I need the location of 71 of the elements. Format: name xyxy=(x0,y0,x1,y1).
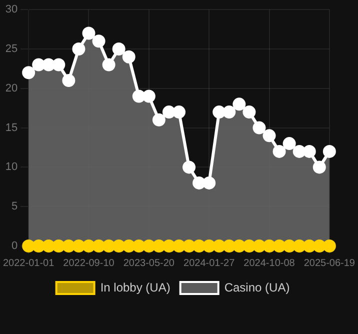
point xyxy=(82,26,96,40)
legend-label: In lobby (UA) xyxy=(100,280,170,294)
point xyxy=(52,58,66,72)
point xyxy=(142,90,156,103)
point xyxy=(152,113,166,126)
point xyxy=(292,144,306,158)
point xyxy=(272,144,286,158)
point xyxy=(192,240,206,252)
point xyxy=(242,240,256,252)
point xyxy=(302,240,316,252)
x-tick-label: 2022-01-01 xyxy=(3,258,55,269)
point xyxy=(152,240,166,252)
point xyxy=(62,240,76,252)
point xyxy=(42,58,56,72)
point xyxy=(72,240,86,252)
point xyxy=(222,240,236,252)
point xyxy=(232,240,246,252)
point xyxy=(182,160,196,174)
point xyxy=(112,42,126,56)
point xyxy=(132,240,146,252)
point xyxy=(232,98,246,111)
point xyxy=(182,240,196,252)
x-tick-label: 2023-05-20 xyxy=(123,258,175,269)
x-tick-label: 2024-10-08 xyxy=(244,258,296,269)
point xyxy=(262,129,276,142)
point xyxy=(192,176,206,190)
point xyxy=(172,106,186,119)
point xyxy=(302,144,316,158)
point xyxy=(312,160,326,174)
point xyxy=(222,106,236,119)
point xyxy=(202,176,216,190)
point xyxy=(252,121,266,134)
point xyxy=(322,144,336,158)
point xyxy=(122,240,136,252)
point xyxy=(32,240,46,252)
y-tick-label: 10 xyxy=(5,161,18,174)
y-tick-label: 15 xyxy=(5,122,18,134)
point xyxy=(292,240,306,252)
point xyxy=(62,74,76,88)
point xyxy=(272,240,286,252)
x-tick-label: 2024-01-27 xyxy=(184,258,236,269)
y-tick-label: 5 xyxy=(11,200,18,213)
point xyxy=(102,240,116,252)
point xyxy=(122,50,136,64)
point xyxy=(282,240,296,252)
point xyxy=(172,240,186,252)
y-tick-label: 0 xyxy=(11,240,18,252)
point xyxy=(252,240,266,252)
y-tick-label: 25 xyxy=(5,43,18,56)
y-tick-label: 30 xyxy=(5,4,18,16)
y-tick-label: 20 xyxy=(5,82,18,94)
legend-label: Casino (UA) xyxy=(224,280,290,294)
point xyxy=(212,106,226,119)
point xyxy=(242,106,256,119)
x-tick-label: 2022-09-10 xyxy=(63,258,115,269)
point xyxy=(42,240,56,252)
point xyxy=(92,240,106,252)
point xyxy=(102,58,116,72)
point xyxy=(312,240,326,252)
point xyxy=(132,90,146,103)
point xyxy=(72,42,86,56)
point xyxy=(22,66,36,80)
x-tick-label: 2025-06-19 xyxy=(304,258,356,269)
point xyxy=(92,34,106,48)
point xyxy=(32,58,46,72)
point xyxy=(282,137,296,150)
point xyxy=(162,240,176,252)
point xyxy=(162,106,176,119)
point xyxy=(112,240,126,252)
point xyxy=(212,240,226,252)
point xyxy=(52,240,66,252)
